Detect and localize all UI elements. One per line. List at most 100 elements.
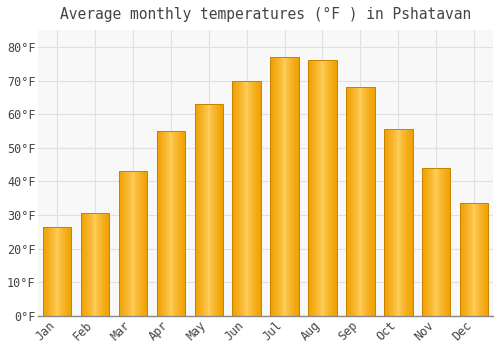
Bar: [401, 129, 402, 316]
Bar: [99, 214, 100, 316]
Bar: [255, 80, 256, 316]
Bar: [311, 60, 312, 316]
Bar: [391, 129, 392, 316]
Bar: [476, 203, 477, 316]
Bar: [274, 57, 275, 316]
Bar: [447, 168, 448, 316]
Bar: [352, 87, 353, 316]
Bar: [252, 80, 253, 316]
Bar: [362, 87, 363, 316]
Bar: [59, 227, 60, 316]
Bar: [171, 131, 172, 316]
Bar: [164, 131, 165, 316]
Bar: [273, 57, 274, 316]
Bar: [410, 129, 411, 316]
Bar: [84, 214, 85, 316]
Bar: [357, 87, 358, 316]
Bar: [222, 104, 223, 316]
Bar: [125, 172, 126, 316]
Bar: [405, 129, 406, 316]
Bar: [479, 203, 480, 316]
Bar: [246, 80, 248, 316]
Bar: [270, 57, 299, 316]
Bar: [43, 227, 44, 316]
Bar: [310, 60, 311, 316]
Bar: [328, 60, 330, 316]
Bar: [161, 131, 162, 316]
Bar: [137, 172, 138, 316]
Bar: [290, 57, 291, 316]
Bar: [395, 129, 396, 316]
Bar: [162, 131, 163, 316]
Bar: [71, 227, 72, 316]
Bar: [318, 60, 319, 316]
Bar: [163, 131, 164, 316]
Bar: [277, 57, 278, 316]
Bar: [134, 172, 136, 316]
Bar: [295, 57, 296, 316]
Bar: [385, 129, 386, 316]
Bar: [397, 129, 398, 316]
Bar: [364, 87, 365, 316]
Bar: [93, 214, 94, 316]
Bar: [469, 203, 470, 316]
Bar: [251, 80, 252, 316]
Bar: [202, 104, 203, 316]
Bar: [474, 203, 475, 316]
Bar: [485, 203, 486, 316]
Bar: [216, 104, 218, 316]
Bar: [62, 227, 63, 316]
Bar: [433, 168, 434, 316]
Bar: [436, 168, 437, 316]
Bar: [46, 227, 47, 316]
Bar: [480, 203, 481, 316]
Bar: [408, 129, 409, 316]
Bar: [388, 129, 389, 316]
Bar: [143, 172, 144, 316]
Bar: [468, 203, 469, 316]
Bar: [350, 87, 352, 316]
Bar: [215, 104, 216, 316]
Bar: [426, 168, 427, 316]
Bar: [260, 80, 261, 316]
Bar: [89, 214, 90, 316]
Bar: [437, 168, 438, 316]
Bar: [448, 168, 450, 316]
Bar: [368, 87, 369, 316]
Bar: [348, 87, 349, 316]
Bar: [52, 227, 53, 316]
Bar: [104, 214, 106, 316]
Bar: [462, 203, 464, 316]
Bar: [365, 87, 366, 316]
Bar: [354, 87, 356, 316]
Bar: [92, 214, 93, 316]
Bar: [372, 87, 373, 316]
Bar: [142, 172, 143, 316]
Bar: [218, 104, 219, 316]
Bar: [233, 80, 234, 316]
Bar: [197, 104, 198, 316]
Bar: [198, 104, 199, 316]
Bar: [166, 131, 167, 316]
Bar: [473, 203, 474, 316]
Bar: [106, 214, 107, 316]
Bar: [96, 214, 97, 316]
Bar: [398, 129, 399, 316]
Bar: [167, 131, 168, 316]
Bar: [271, 57, 272, 316]
Bar: [214, 104, 215, 316]
Bar: [82, 214, 83, 316]
Bar: [444, 168, 446, 316]
Bar: [160, 131, 161, 316]
Bar: [309, 60, 310, 316]
Bar: [422, 168, 450, 316]
Bar: [276, 57, 277, 316]
Bar: [483, 203, 484, 316]
Bar: [258, 80, 259, 316]
Bar: [169, 131, 170, 316]
Bar: [66, 227, 67, 316]
Bar: [285, 57, 286, 316]
Bar: [332, 60, 334, 316]
Bar: [347, 87, 348, 316]
Bar: [349, 87, 350, 316]
